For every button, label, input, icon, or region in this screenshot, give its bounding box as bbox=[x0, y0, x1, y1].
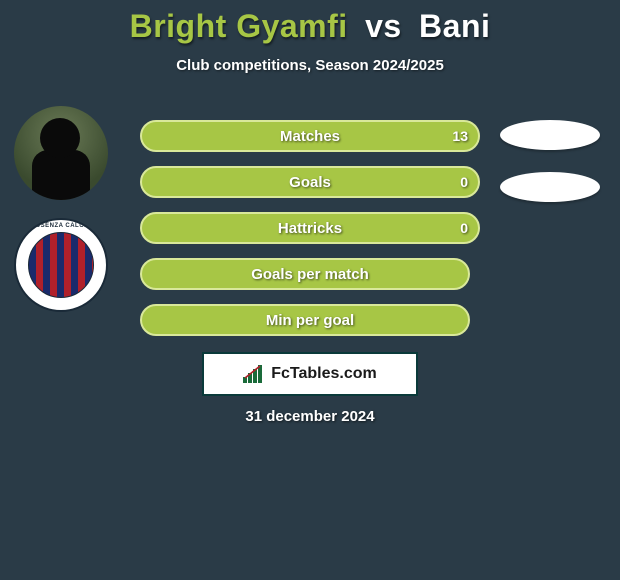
stat-row: Goals per match bbox=[140, 258, 480, 290]
player2-crest: COSENZA CALCIO bbox=[14, 218, 108, 312]
comparison-card: Bright Gyamfi vs Bani Club competitions,… bbox=[0, 0, 620, 580]
player1-avatar bbox=[14, 106, 108, 200]
stat-bars: Matches13 Goals0 Hattricks0 Goals per match… bbox=[140, 120, 480, 350]
stat-bar-fill bbox=[140, 120, 480, 152]
stat-row: Matches13 bbox=[140, 120, 480, 152]
stat-value: 0 bbox=[460, 212, 468, 244]
title-player1: Bright Gyamfi bbox=[130, 8, 348, 44]
page-title: Bright Gyamfi vs Bani bbox=[0, 0, 620, 45]
stat-value: 13 bbox=[452, 120, 468, 152]
stat-row: Min per goal bbox=[140, 304, 480, 336]
attribution-box: FcTables.com bbox=[202, 352, 418, 396]
ellipse-matches bbox=[500, 120, 600, 150]
stat-row: Goals0 bbox=[140, 166, 480, 198]
stat-bar-fill bbox=[140, 166, 480, 198]
stat-value: 0 bbox=[460, 166, 468, 198]
date-text: 31 december 2024 bbox=[0, 408, 620, 425]
crest-text: COSENZA CALCIO bbox=[16, 223, 106, 229]
title-vs: vs bbox=[365, 8, 402, 44]
stat-row: Hattricks0 bbox=[140, 212, 480, 244]
avatar-column: COSENZA CALCIO bbox=[14, 106, 108, 330]
player2-value-column bbox=[500, 120, 600, 224]
chart-icon bbox=[243, 365, 265, 383]
stat-bar-fill bbox=[140, 258, 470, 290]
subtitle: Club competitions, Season 2024/2025 bbox=[0, 57, 620, 74]
ellipse-goals bbox=[500, 172, 600, 202]
crest-stripes bbox=[28, 232, 94, 298]
attribution-text: FcTables.com bbox=[271, 365, 377, 383]
stat-bar-fill bbox=[140, 304, 470, 336]
stat-bar-fill bbox=[140, 212, 480, 244]
title-player2: Bani bbox=[419, 8, 490, 44]
